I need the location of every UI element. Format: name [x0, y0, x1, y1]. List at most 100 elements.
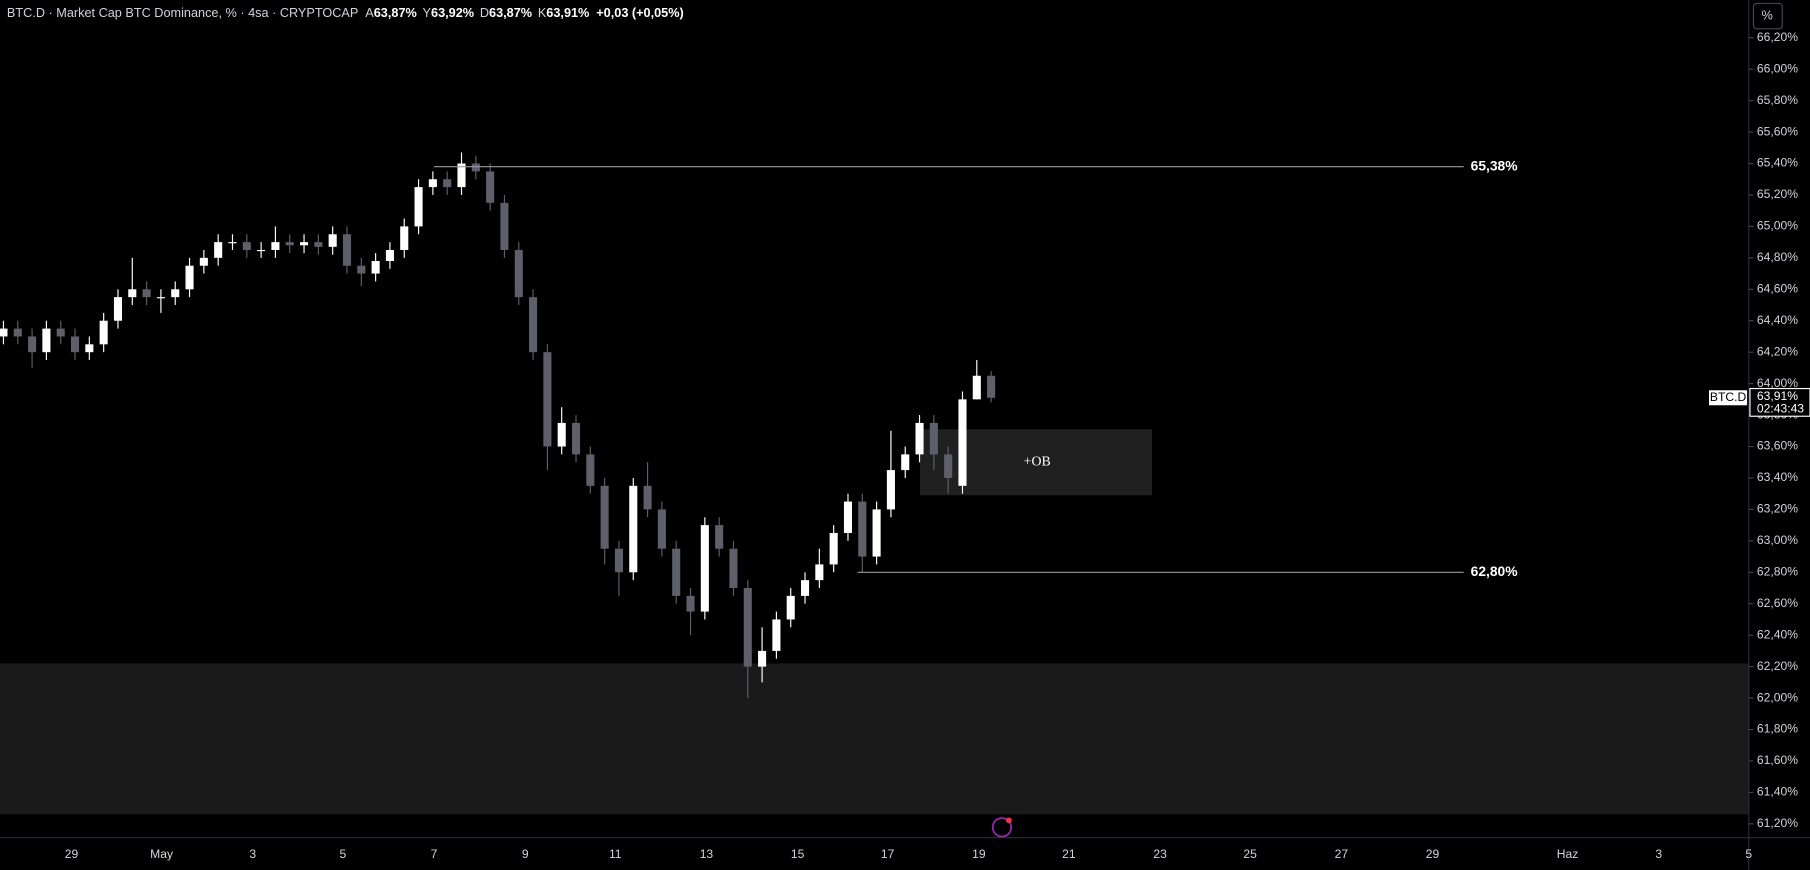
candle-body	[586, 454, 595, 486]
candle-body	[571, 422, 581, 455]
x-tick-label: Haz	[1557, 847, 1579, 861]
candle-body	[300, 242, 309, 246]
x-tick-label: 21	[1062, 847, 1076, 861]
ohlc-key: D	[480, 6, 489, 20]
y-tick-label: 61,40%	[1757, 785, 1798, 799]
candle-body	[715, 525, 724, 549]
y-tick-label: 63,20%	[1757, 502, 1798, 516]
candle-body	[800, 580, 810, 596]
y-tick-label: 65,00%	[1757, 219, 1798, 233]
x-tick-label: 7	[431, 847, 438, 861]
candle-body	[471, 163, 480, 172]
candle-body	[13, 328, 22, 337]
y-tick-label: 64,60%	[1757, 281, 1798, 295]
candle-body	[142, 289, 151, 298]
candle-body	[557, 422, 566, 447]
x-tick-label: 25	[1243, 847, 1257, 861]
candle-body	[829, 532, 838, 565]
candle-body	[0, 328, 8, 337]
candle-body	[99, 320, 108, 345]
x-tick-label: 3	[1655, 847, 1662, 861]
y-tick-label: 65,40%	[1757, 156, 1798, 170]
candle-body	[156, 297, 165, 299]
candle-body	[199, 257, 208, 266]
x-tick-label: 9	[522, 847, 529, 861]
candle-body	[56, 328, 65, 337]
candle-body	[400, 226, 409, 250]
change: +0,03 (+0,05%)	[596, 6, 683, 20]
candle-body	[314, 242, 323, 247]
price-tag-label: 63,91%	[1757, 389, 1798, 403]
ohlc-value: 63,91%	[546, 6, 589, 20]
scale-button[interactable]	[1752, 2, 1783, 30]
candle-body	[70, 336, 80, 353]
zone-label: +OB	[1024, 453, 1051, 468]
y-tick-label: 66,20%	[1757, 30, 1798, 44]
y-tick-label: 64,80%	[1757, 250, 1798, 264]
candle-body	[529, 297, 538, 353]
candle-body	[600, 485, 609, 549]
candle-body	[786, 595, 795, 620]
candle-body	[113, 297, 123, 321]
candle-body	[614, 548, 623, 573]
symbol-tag-label: BTC.D	[1710, 390, 1747, 404]
candle-body	[228, 242, 237, 244]
candle-body	[242, 242, 251, 250]
candle-body	[972, 375, 981, 400]
x-tick-label: 3	[249, 847, 256, 861]
scale-button-label[interactable]: %	[1762, 9, 1773, 23]
candle-body	[357, 265, 366, 274]
x-tick-label: 27	[1335, 847, 1349, 861]
candle-body	[944, 454, 953, 478]
candle-body	[729, 548, 738, 589]
x-tick-label: 29	[65, 847, 79, 861]
candle-body	[843, 501, 853, 533]
event-icon[interactable]	[991, 817, 1013, 838]
candle-body	[42, 328, 51, 353]
x-tick-label: May	[150, 847, 174, 861]
y-tick-label: 61,60%	[1757, 753, 1798, 767]
y-tick-label: 63,00%	[1757, 533, 1798, 547]
candle-body	[414, 187, 423, 227]
y-tick-label: 61,20%	[1757, 816, 1798, 830]
x-tick-label: 5	[339, 847, 346, 861]
x-tick-label: 23	[1153, 847, 1167, 861]
candle-body	[629, 485, 638, 573]
candle-body	[643, 485, 652, 510]
x-tick-label: 11	[609, 847, 622, 861]
candle-body	[443, 179, 452, 188]
y-tick-label: 62,60%	[1757, 596, 1798, 610]
candle-body	[257, 249, 266, 252]
candle-body	[958, 399, 967, 486]
y-tick-label: 62,00%	[1757, 690, 1798, 704]
candle-body	[128, 289, 137, 298]
y-tick-label: 65,80%	[1757, 93, 1798, 107]
candle-body	[815, 564, 824, 581]
x-tick-label: 5	[1745, 847, 1752, 861]
y-tick-label: 61,80%	[1757, 722, 1798, 736]
candle-body	[500, 202, 509, 250]
x-tick-label: 29	[1426, 847, 1440, 861]
ohlc-value: 63,92%	[431, 6, 474, 20]
ohlc-value: 63,87%	[489, 6, 532, 20]
event-dot	[1006, 817, 1012, 824]
y-tick-label: 66,00%	[1757, 61, 1798, 75]
y-tick-label: 65,20%	[1757, 187, 1798, 201]
candle-body	[514, 249, 523, 298]
x-tick-label: 13	[700, 847, 714, 861]
candle-body	[428, 179, 437, 188]
ohlc-key: K	[538, 6, 547, 20]
y-tick-label: 63,60%	[1757, 439, 1798, 453]
candle-body	[700, 525, 709, 612]
candle-body	[371, 260, 380, 274]
level-label: 62,80%	[1471, 563, 1518, 579]
candle-body	[328, 234, 337, 247]
candle-body	[285, 242, 294, 246]
y-tick-label: 62,40%	[1757, 627, 1798, 641]
zone	[0, 663, 1749, 815]
y-tick-label: 65,60%	[1757, 124, 1798, 138]
candle-body	[858, 501, 867, 557]
candle-body	[657, 509, 666, 549]
header: BTC.D · Market Cap BTC Dominance, % · 4s…	[7, 6, 684, 20]
